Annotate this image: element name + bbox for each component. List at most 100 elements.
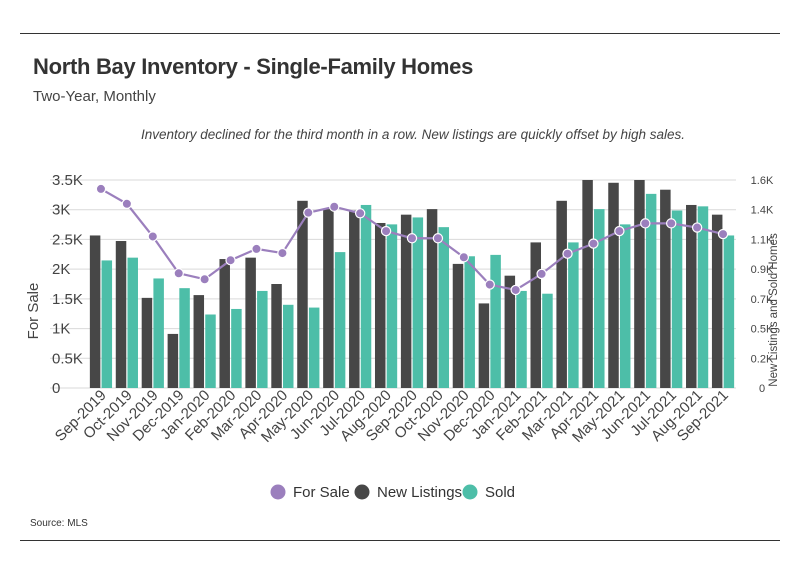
- bar-new-listings: [660, 189, 671, 388]
- bar-sold: [257, 290, 268, 388]
- chart-title: North Bay Inventory - Single-Family Home…: [33, 54, 474, 79]
- bar-sold: [594, 209, 605, 388]
- for-sale-point: [173, 268, 184, 279]
- bar-new-listings: [478, 303, 490, 388]
- bar-new-listings: [452, 263, 464, 388]
- bar-sold: [645, 193, 657, 388]
- for-sale-point: [458, 252, 470, 263]
- left-tick-label: 2K: [52, 261, 70, 278]
- bar-new-listings: [582, 180, 593, 388]
- for-sale-point: [277, 247, 288, 259]
- for-sale-point: [640, 218, 651, 229]
- bar-new-listings: [271, 284, 282, 388]
- bar-sold: [568, 242, 579, 388]
- bar-new-listings: [400, 214, 412, 388]
- left-tick-label: 0.5K: [52, 350, 83, 367]
- right-tick-label: 1.6K: [751, 175, 774, 187]
- bar-sold: [334, 252, 346, 388]
- bar-new-listings: [245, 257, 256, 388]
- bar-sold: [516, 290, 527, 388]
- bars: [89, 180, 735, 388]
- for-sale-point: [303, 207, 314, 218]
- for-sale-point: [225, 255, 236, 266]
- bar-sold: [671, 210, 683, 388]
- for-sale-point: [121, 198, 133, 209]
- left-tick-label: 2.5K: [52, 231, 83, 248]
- for-sale-point: [484, 279, 495, 290]
- left-tick-label: 0: [52, 380, 60, 397]
- bar-sold: [464, 256, 475, 388]
- bar-sold: [490, 254, 501, 388]
- for-sale-point: [432, 233, 444, 244]
- legend-label: Sold: [485, 484, 515, 501]
- for-sale-point: [691, 222, 703, 233]
- legend: For Sale New Listings Sold: [270, 484, 515, 501]
- right-tick-label: 0.9K: [751, 264, 774, 276]
- legend-marker: [354, 484, 370, 500]
- left-tick-label: 3.5K: [52, 172, 83, 189]
- legend-label: For Sale: [293, 484, 350, 501]
- left-tick-label: 1.5K: [52, 291, 83, 308]
- left-axis-label: For Sale: [25, 283, 42, 340]
- for-sale-point: [562, 248, 573, 259]
- right-tick-label: 1.4K: [751, 205, 774, 217]
- right-tick-label: 0.5K: [751, 324, 774, 336]
- bar-new-listings: [323, 209, 334, 388]
- bar-sold: [723, 235, 735, 388]
- bar-sold: [360, 204, 372, 388]
- bar-sold: [308, 307, 320, 388]
- right-axis-label: New Listings and Sold Homes: [768, 233, 780, 387]
- bar-new-listings: [141, 297, 153, 388]
- bottom-rule: [20, 540, 780, 541]
- source-note: Source: MLS: [30, 518, 88, 529]
- legend-marker: [462, 484, 478, 500]
- legend-label: New Listings: [377, 484, 462, 501]
- bar-new-listings: [297, 200, 308, 388]
- for-sale-point: [329, 201, 340, 212]
- bar-new-listings: [193, 295, 205, 388]
- bar-new-listings: [374, 222, 386, 388]
- for-sale-point: [406, 233, 418, 244]
- bar-sold: [697, 206, 709, 388]
- bar-new-listings: [219, 259, 230, 388]
- bar-sold: [386, 224, 398, 388]
- for-sale-point: [717, 228, 729, 240]
- bar-new-listings: [608, 182, 619, 388]
- left-axis-ticks: 0 0.5K 1K 1.5K 2K 2.5K 3K 3.5K: [52, 172, 83, 397]
- bar-sold: [438, 227, 450, 388]
- bar-new-listings: [115, 241, 127, 388]
- for-sale-point: [510, 284, 521, 296]
- bar-sold: [542, 293, 553, 388]
- bar-new-listings: [556, 200, 567, 388]
- for-sale-line: [95, 183, 729, 296]
- right-tick-label: 0.7K: [751, 294, 774, 306]
- bar-new-listings: [634, 180, 645, 388]
- bar-sold: [412, 217, 424, 388]
- bar-new-listings: [349, 210, 360, 388]
- for-sale-point: [251, 243, 262, 255]
- bar-sold: [101, 260, 113, 388]
- bar-sold: [127, 257, 138, 388]
- for-sale-point: [95, 183, 107, 195]
- bar-sold: [619, 224, 631, 388]
- top-rule: [20, 33, 780, 34]
- for-sale-point: [147, 231, 158, 242]
- for-sale-point: [354, 208, 366, 219]
- right-tick-label: 1.1K: [751, 234, 774, 246]
- right-axis-ticks: 0 0.2K 0.5K 0.7K 0.9K 1.1K 1.4K 1.6K: [751, 175, 774, 395]
- for-sale-point: [380, 225, 392, 237]
- for-sale-point: [588, 238, 599, 249]
- for-sale-point: [199, 274, 210, 285]
- bar-sold: [231, 308, 242, 388]
- bar-new-listings: [711, 214, 723, 388]
- bar-sold: [179, 288, 190, 388]
- left-tick-label: 3K: [52, 202, 70, 219]
- bar-sold: [205, 314, 216, 388]
- right-tick-label: 0.2K: [751, 353, 774, 365]
- bar-sold: [283, 304, 294, 388]
- for-sale-point: [614, 225, 625, 237]
- left-tick-label: 1K: [52, 321, 70, 338]
- for-sale-point: [666, 218, 677, 229]
- x-axis-ticks: Sep-2019Oct-2019Nov-2019Dec-2019Jan-2020…: [52, 387, 732, 446]
